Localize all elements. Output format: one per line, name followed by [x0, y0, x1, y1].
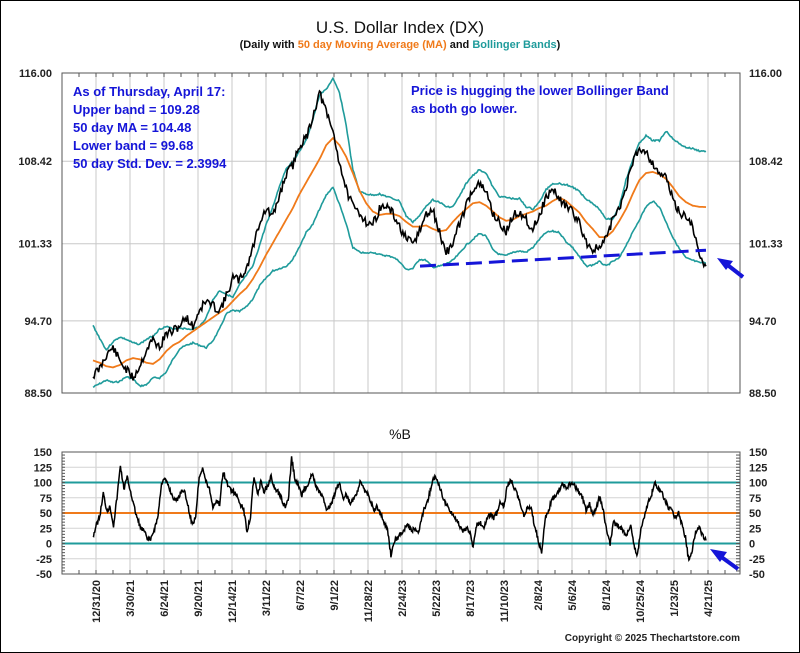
percent-b-y-tick-left: -25 — [36, 554, 52, 566]
percent-b-reference-lines — [62, 481, 740, 545]
percent-b-y-tick-left: -50 — [36, 569, 52, 581]
price-y-tick-left: 108.42 — [18, 156, 52, 168]
percent-b-y-tick-left: 150 — [34, 447, 52, 459]
upper-bollinger-band-line — [92, 76, 707, 351]
x-tick-label: 1/23/25 — [669, 580, 681, 617]
percent-b-y-tick-left: 50 — [40, 508, 52, 520]
percent-b-y-tick-right: 125 — [749, 462, 767, 474]
price-minor-ticks — [78, 73, 726, 77]
price-y-tick-right: 94.70 — [749, 316, 777, 328]
price-y-tick-right: 108.42 — [749, 156, 783, 168]
chart-title: U.S. Dollar Index (DX) — [315, 18, 485, 37]
commentary-annotation: Price is hugging the lower Bollinger Ban… — [411, 83, 669, 116]
x-tick-label: 11/28/22 — [363, 580, 375, 622]
x-tick-label: 4/21/25 — [703, 580, 715, 617]
percent-b-y-tick-right: -50 — [749, 569, 765, 581]
annotation-line-upper: Upper band = 109.28 — [73, 102, 200, 117]
commentary-line-1: Price is hugging the lower Bollinger Ban… — [411, 83, 669, 98]
percent-b-y-tick-left: 100 — [34, 478, 52, 490]
x-tick-label: 5/22/23 — [431, 580, 443, 617]
price-plot-frame — [61, 72, 741, 394]
price-series-group — [92, 76, 707, 388]
commentary-line-2: as both go lower. — [411, 101, 517, 116]
x-tick-label: 12/31/20 — [91, 580, 103, 623]
x-tick-label: 9/20/21 — [193, 580, 205, 617]
price-line — [92, 89, 707, 381]
annotation-line-ma: 50 day MA = 104.48 — [73, 120, 191, 135]
x-tick-label: 9/1/22 — [329, 580, 341, 611]
price-y-tick-right: 116.00 — [749, 68, 782, 80]
price-grid — [62, 73, 740, 393]
x-tick-label: 10/25/24 — [635, 579, 647, 623]
annotation-line-stddev: 50 day Std. Dev. = 2.3994 — [73, 156, 227, 171]
copyright-text: Copyright © 2025 Thechartstore.com — [565, 633, 740, 644]
percent-b-y-tick-right: 50 — [749, 508, 761, 520]
x-tick-label: 11/10/23 — [499, 580, 511, 622]
x-tick-label: 6/24/21 — [159, 580, 171, 617]
support-trendline — [419, 248, 707, 268]
price-y-tick-left: 116.00 — [19, 68, 52, 80]
x-tick-label: 8/1/24 — [601, 579, 613, 610]
x-tick-label: 2/8/24 — [533, 579, 545, 610]
x-tick-label: 3/11/22 — [261, 580, 273, 616]
annotation-line-date: As of Thursday, April 17: — [73, 84, 225, 99]
x-tick-label: 8/17/23 — [465, 580, 477, 617]
x-tick-label: 3/30/21 — [125, 580, 137, 617]
percent-b-y-tick-right: 25 — [749, 523, 761, 535]
percent-b-y-tick-left: 75 — [40, 493, 52, 505]
x-tick-label: 2/24/23 — [397, 580, 409, 617]
percent-b-y-tick-right: 100 — [749, 478, 767, 490]
percent-b-y-tick-right: 75 — [749, 493, 761, 505]
subtitle-suffix: ) — [556, 39, 561, 51]
price-arrow-icon — [717, 258, 745, 279]
annotation-line-lower: Lower band = 99.68 — [73, 138, 193, 153]
percent-b-y-tick-right: 150 — [749, 447, 767, 459]
subtitle-prefix: (Daily with — [239, 39, 298, 51]
price-y-tick-right: 88.50 — [749, 388, 777, 400]
percent-b-arrow-icon — [710, 549, 740, 571]
x-axis-labels: 12/31/20 3/30/21 6/24/21 9/20/21 12/14/21 3/1… — [91, 579, 715, 623]
chart-subtitle: (Daily with 50 day Moving Average (MA) a… — [0, 39, 800, 51]
stats-annotation: As of Thursday, April 17: Upper band = 1… — [73, 84, 227, 171]
x-tick-label: 12/14/21 — [227, 580, 239, 623]
percent-b-y-tick-right: 0 — [749, 539, 755, 551]
percent-b-minor-ticks — [62, 451, 740, 575]
percent-b-y-tick-left: 25 — [40, 523, 52, 535]
percent-b-line — [92, 456, 707, 562]
price-y-tick-left: 101.33 — [18, 239, 52, 251]
lower-bollinger-band-line — [92, 186, 707, 388]
subtitle-bb: Bollinger Bands — [472, 39, 557, 51]
percent-b-y-tick-left: 125 — [34, 462, 52, 474]
price-y-tick-left: 88.50 — [24, 388, 52, 400]
x-tick-label: 6/7/22 — [295, 580, 307, 611]
price-y-tick-left: 94.70 — [24, 316, 52, 328]
price-y-axis: 116.00 116.00 108.42 108.42 101.33 101.33 94.7… — [18, 68, 782, 400]
percent-b-y-tick-left: 0 — [46, 539, 52, 551]
percent-b-series-group — [92, 456, 707, 562]
x-tick-label: 5/6/24 — [567, 579, 579, 610]
subtitle-ma: 50 day Moving Average (MA) — [297, 39, 447, 51]
percent-b-y-axis: 150 150 125 125 100 100 75 75 50 50 25 25 0 0 -25 -25 -5… — [34, 447, 768, 581]
moving-average-line — [92, 136, 707, 369]
price-y-tick-right: 101.33 — [749, 239, 783, 251]
percent-b-title: %B — [389, 426, 411, 442]
subtitle-middle: and — [446, 39, 473, 51]
percent-b-y-tick-right: -25 — [749, 554, 765, 566]
